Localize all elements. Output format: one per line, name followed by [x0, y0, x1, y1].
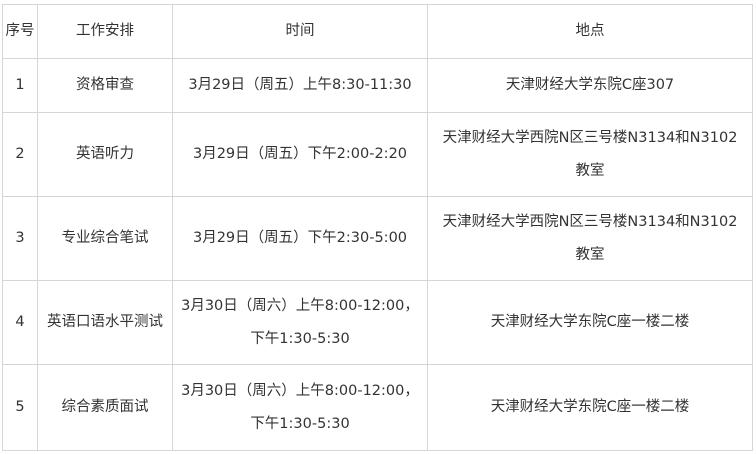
time-line: 3月29日（周五）下午2:30-5:00	[192, 230, 408, 246]
place-line: 天津财经大学西院N区三号楼N3134和N3102	[442, 213, 738, 230]
cell-no: 4	[2, 280, 38, 365]
place-line: 教室	[575, 162, 605, 179]
cell-time: 3月29日（周五）下午2:30-5:00	[172, 196, 428, 281]
cell-no: 5	[2, 364, 38, 451]
cell-no: 3	[2, 196, 38, 281]
header-place: 地点	[427, 4, 753, 59]
header-time: 时间	[172, 4, 428, 59]
cell-task: 资格审查	[37, 58, 173, 113]
cell-place: 天津财经大学西院N区三号楼N3134和N3102 教室	[427, 112, 753, 197]
cell-place: 天津财经大学西院N区三号楼N3134和N3102 教室	[427, 196, 753, 281]
cell-task: 英语口语水平测试	[37, 280, 173, 365]
cell-no: 1	[2, 58, 38, 113]
cell-time: 3月29日（周五）下午2:00-2:20	[172, 112, 428, 197]
table-row: 4 英语口语水平测试 3月30日（周六）上午8:00-12:00， 下午1:30-…	[2, 280, 753, 365]
time-line: 3月29日（周五）下午2:00-2:20	[192, 146, 408, 162]
table-row: 2 英语听力 3月29日（周五）下午2:00-2:20 天津财经大学西院N区三号…	[2, 112, 753, 197]
table-row: 1 资格审查 3月29日（周五）上午8:30-11:30 天津财经大学东院C座3…	[2, 58, 753, 113]
place-line: 天津财经大学东院C座一楼二楼	[490, 399, 690, 415]
time-line: 3月30日（周六）上午8:00-12:00，	[181, 297, 419, 314]
place-line: 天津财经大学东院C座307	[505, 77, 675, 93]
cell-task: 专业综合笔试	[37, 196, 173, 281]
schedule-table: 序号 工作安排 时间 地点 1 资格审查 3月29日（周五）上午8:30-11:…	[2, 4, 753, 451]
cell-time: 3月29日（周五）上午8:30-11:30	[172, 58, 428, 113]
time-line: 3月30日（周六）上午8:00-12:00，	[181, 382, 419, 399]
time-line: 下午1:30-5:30	[250, 330, 350, 347]
header-task: 工作安排	[37, 4, 173, 59]
cell-task: 英语听力	[37, 112, 173, 197]
cell-task: 综合素质面试	[37, 364, 173, 451]
place-line: 教室	[575, 246, 605, 263]
cell-place: 天津财经大学东院C座一楼二楼	[427, 364, 753, 451]
cell-place: 天津财经大学东院C座一楼二楼	[427, 280, 753, 365]
table-row: 5 综合素质面试 3月30日（周六）上午8:00-12:00， 下午1:30-5:…	[2, 364, 753, 451]
time-line: 下午1:30-5:30	[250, 415, 350, 432]
table-row: 3 专业综合笔试 3月29日（周五）下午2:30-5:00 天津财经大学西院N区…	[2, 196, 753, 281]
cell-time: 3月30日（周六）上午8:00-12:00， 下午1:30-5:30	[172, 364, 428, 451]
header-no: 序号	[2, 4, 38, 59]
cell-place: 天津财经大学东院C座307	[427, 58, 753, 113]
place-line: 天津财经大学西院N区三号楼N3134和N3102	[442, 129, 738, 146]
cell-time: 3月30日（周六）上午8:00-12:00， 下午1:30-5:30	[172, 280, 428, 365]
place-line: 天津财经大学东院C座一楼二楼	[490, 314, 690, 330]
time-line: 3月29日（周五）上午8:30-11:30	[188, 77, 412, 93]
cell-no: 2	[2, 112, 38, 197]
header-row: 序号 工作安排 时间 地点	[2, 4, 753, 59]
